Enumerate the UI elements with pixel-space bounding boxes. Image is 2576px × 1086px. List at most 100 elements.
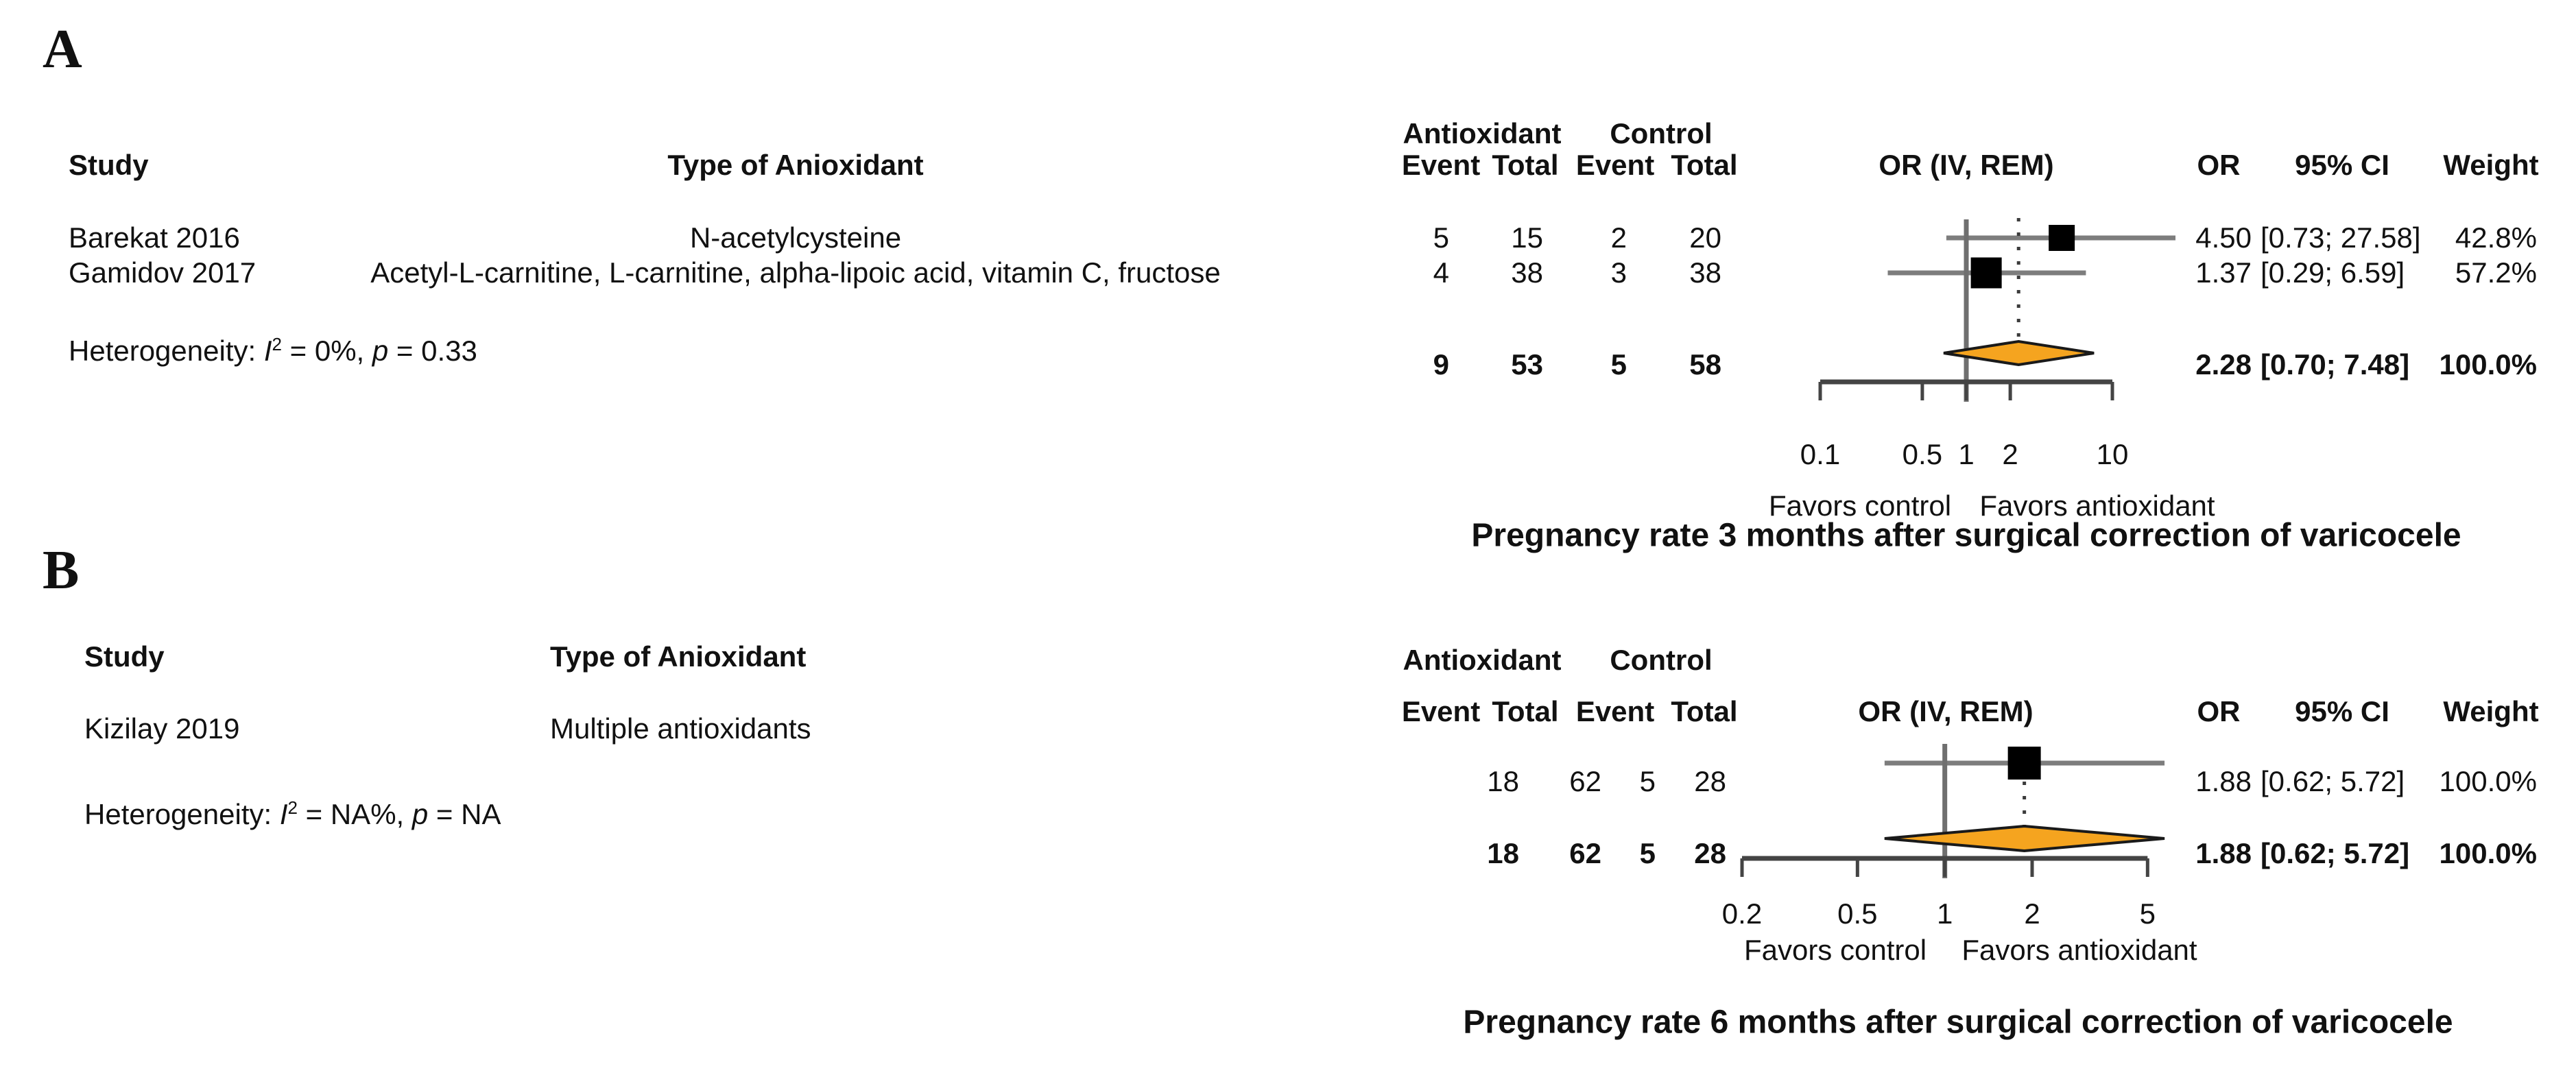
total-e2: 5	[1639, 836, 1656, 869]
col-header-group-control: Control	[1610, 117, 1713, 149]
study-n2: 20	[1689, 221, 1721, 254]
col-header-study: Study	[69, 148, 149, 181]
col-header-type: Type of Anioxidant	[550, 640, 807, 673]
heterogeneity-text-part: Heterogeneity:	[69, 334, 264, 367]
total-ci-value: [0.62; 5.72]	[2261, 836, 2410, 869]
heterogeneity-text-part: 2	[287, 797, 298, 818]
panel-title: Pregnancy rate 6 months after surgical c…	[1463, 1004, 2453, 1041]
col-header-type: Type of Anioxidant	[667, 148, 924, 181]
study-square	[2049, 225, 2075, 251]
axis-tick-label: 0.5	[1902, 437, 1943, 470]
total-e2: 5	[1610, 348, 1627, 381]
total-or-value: 1.88	[2195, 836, 2252, 869]
study-n2: 38	[1689, 256, 1721, 289]
heterogeneity-text-part: = NA%,	[297, 797, 412, 830]
axis-tick-label: 0.5	[1837, 897, 1878, 930]
total-or-value: 2.28	[2195, 348, 2252, 381]
col-header-weight: Weight	[2443, 695, 2539, 727]
axis-tick-label: 2	[2002, 437, 2018, 470]
col-header-or: OR	[2197, 148, 2241, 181]
study-or-value: 1.37	[2195, 256, 2252, 289]
summary-diamond	[1884, 824, 2165, 853]
study-square	[1970, 257, 2002, 289]
favors-left-label: Favors control	[1768, 489, 1952, 522]
axis-tick-label: 0.1	[1800, 437, 1841, 470]
study-or-value: 1.88	[2195, 764, 2252, 797]
study-square	[2007, 747, 2041, 780]
heterogeneity-text-part: = 0.33	[388, 334, 477, 367]
study-e2: 2	[1610, 221, 1627, 254]
col-header-event: Event	[1401, 695, 1481, 727]
total-weight: 100.0%	[2439, 348, 2537, 381]
col-header-total: Total	[1492, 148, 1559, 181]
heterogeneity-text-part: = NA	[428, 797, 501, 830]
study-e1: 4	[1433, 256, 1449, 289]
heterogeneity-text: Heterogeneity: I2 = NA%, p = NA	[84, 797, 501, 830]
study-n1: 38	[1511, 256, 1543, 289]
panel-label: B	[43, 540, 80, 601]
col-header-or: OR	[2197, 695, 2241, 727]
col-header-plot: OR (IV, REM)	[1858, 695, 2034, 727]
total-e1: 9	[1433, 348, 1449, 381]
study-n2: 28	[1694, 764, 1726, 797]
heterogeneity-text-part: = 0%,	[281, 334, 372, 367]
axis-tick-label: 10	[2096, 437, 2129, 470]
study-ci-value: [0.73; 27.58]	[2261, 221, 2421, 254]
col-header-group-antioxidant: Antioxidant	[1403, 117, 1562, 149]
study-n1: 15	[1511, 221, 1543, 254]
col-header-plot: OR (IV, REM)	[1879, 148, 2054, 181]
col-header-event: Event	[1575, 695, 1655, 727]
col-header-total: Total	[1671, 148, 1738, 181]
heterogeneity-text: Heterogeneity: I2 = 0%, p = 0.33	[69, 335, 477, 367]
heterogeneity-text-part: I	[263, 334, 272, 367]
col-header-event: Event	[1401, 148, 1481, 181]
heterogeneity-text-part: Heterogeneity:	[84, 797, 280, 830]
study-name: Barekat 2016	[69, 221, 240, 254]
col-header-ci: 95% CI	[2295, 695, 2389, 727]
study-weight: 42.8%	[2455, 221, 2537, 254]
col-header-event: Event	[1575, 148, 1655, 181]
study-type: N-acetylcysteine	[689, 221, 902, 254]
total-n1: 62	[1569, 836, 1601, 869]
total-ci-value: [0.70; 7.48]	[2261, 348, 2410, 381]
study-or-value: 4.50	[2195, 221, 2252, 254]
axis-tick-label: 2	[2024, 897, 2040, 930]
study-type: Multiple antioxidants	[550, 712, 811, 745]
study-weight: 100.0%	[2439, 764, 2537, 797]
col-header-group-antioxidant: Antioxidant	[1403, 643, 1562, 676]
study-ci-value: [0.62; 5.72]	[2261, 764, 2405, 797]
col-header-total: Total	[1671, 695, 1738, 727]
col-header-total: Total	[1492, 695, 1559, 727]
study-n1: 62	[1569, 764, 1601, 797]
total-e1: 18	[1487, 836, 1519, 869]
study-type: Acetyl-L-carnitine, L-carnitine, alpha-l…	[370, 256, 1221, 289]
heterogeneity-text-part: p	[372, 334, 389, 367]
panel-label: A	[43, 19, 82, 80]
col-header-weight: Weight	[2443, 148, 2539, 181]
heterogeneity-text-part: p	[412, 797, 429, 830]
favors-left-label: Favors control	[1743, 933, 1927, 966]
total-n2: 28	[1694, 836, 1726, 869]
axis-tick-label: 1	[1936, 897, 1953, 930]
axis-tick-label: 0.2	[1721, 897, 1763, 930]
study-e1: 5	[1433, 221, 1449, 254]
study-e1: 18	[1487, 764, 1519, 797]
favors-right-label: Favors antioxidant	[1961, 933, 2197, 966]
axis-tick-label: 5	[2139, 897, 2156, 930]
total-weight: 100.0%	[2439, 836, 2537, 869]
study-e2: 5	[1639, 764, 1656, 797]
study-name: Kizilay 2019	[84, 712, 240, 745]
col-header-group-control: Control	[1610, 643, 1713, 676]
study-weight: 57.2%	[2455, 256, 2537, 289]
panel-title: Pregnancy rate 3 months after surgical c…	[1471, 517, 2461, 554]
study-name: Gamidov 2017	[69, 256, 257, 289]
col-header-ci: 95% CI	[2295, 148, 2389, 181]
favors-right-label: Favors antioxidant	[1979, 489, 2215, 522]
axis-tick-label: 1	[1958, 437, 1975, 470]
total-n1: 53	[1511, 348, 1543, 381]
col-header-study: Study	[84, 640, 165, 673]
heterogeneity-text-part: 2	[272, 333, 282, 354]
study-ci-value: [0.29; 6.59]	[2261, 256, 2405, 289]
